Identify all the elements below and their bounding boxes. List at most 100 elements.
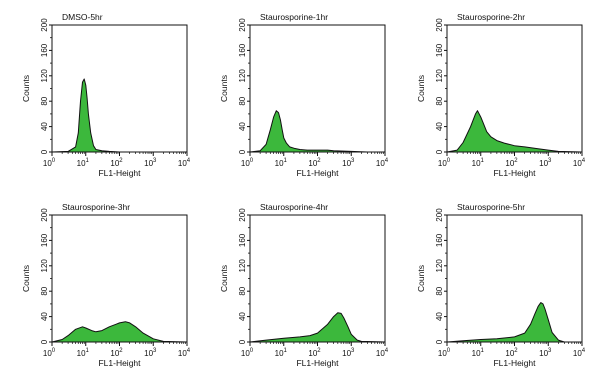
y-axis-label: Counts (21, 75, 31, 102)
x-tick-label: 100 (438, 348, 451, 358)
y-tick-label: 200 (238, 208, 247, 222)
x-tick-label: 102 (110, 348, 123, 358)
y-tick-label: 0 (238, 339, 247, 344)
y-tick-label: 120 (435, 69, 444, 83)
y-tick-label: 160 (435, 43, 444, 57)
x-axis-label: FL1-Height (98, 168, 141, 178)
histogram-panel: Staurosporine-2hr 0 40 80 120 160 200 Counts 100… (416, 12, 586, 178)
panel-title: Staurosporine-4hr (260, 202, 328, 212)
x-axis-label: FL1-Height (98, 358, 141, 368)
y-tick-label: 40 (40, 312, 49, 321)
x-tick-label: 104 (178, 158, 191, 168)
histogram-area (446, 302, 583, 343)
y-tick-label: 80 (40, 96, 49, 105)
histogram-panel: Staurosporine-4hr 0 40 80 120 160 200 Counts 100… (219, 202, 389, 368)
x-tick-label: 104 (376, 348, 389, 358)
x-tick-label: 101 (275, 158, 288, 168)
x-tick-label: 100 (241, 158, 254, 168)
x-tick-label: 103 (342, 158, 355, 168)
y-tick-label: 120 (40, 259, 49, 273)
histogram-area (249, 110, 386, 153)
x-tick-label: 101 (275, 348, 288, 358)
y-tick-label: 200 (40, 18, 49, 32)
histogram-area (51, 78, 188, 153)
x-tick-label: 100 (43, 158, 56, 168)
y-tick-label: 120 (40, 69, 49, 83)
x-tick-label: 100 (241, 348, 254, 358)
x-tick-label: 102 (308, 158, 321, 168)
y-tick-label: 200 (238, 18, 247, 32)
plot-frame (249, 214, 386, 343)
y-tick-label: 80 (435, 286, 444, 295)
panel-title: DMSO-5hr (62, 12, 103, 22)
y-tick-label: 80 (435, 96, 444, 105)
histogram-panel: Staurosporine-1hr 0 40 80 120 160 200 Counts 100… (219, 12, 389, 178)
histogram-area (249, 312, 386, 343)
x-tick-label: 101 (472, 348, 485, 358)
y-tick-label: 40 (238, 122, 247, 131)
x-tick-label: 104 (178, 348, 191, 358)
y-tick-label: 200 (435, 18, 444, 32)
y-axis-label: Counts (219, 265, 229, 292)
y-tick-label: 40 (238, 312, 247, 321)
panel-title: Staurosporine-1hr (260, 12, 328, 22)
x-tick-label: 102 (505, 348, 518, 358)
x-tick-label: 104 (376, 158, 389, 168)
y-tick-label: 0 (435, 149, 444, 154)
y-tick-label: 0 (435, 339, 444, 344)
plot-frame (51, 24, 188, 153)
x-tick-label: 100 (438, 158, 451, 168)
y-axis-label: Counts (21, 265, 31, 292)
x-tick-label: 103 (144, 348, 157, 358)
y-axis-label: Counts (416, 265, 426, 292)
x-tick-label: 100 (43, 348, 56, 358)
y-tick-label: 120 (238, 69, 247, 83)
y-tick-label: 160 (40, 43, 49, 57)
y-tick-label: 80 (238, 96, 247, 105)
x-tick-label: 103 (539, 348, 552, 358)
y-axis-label: Counts (416, 75, 426, 102)
y-tick-label: 80 (40, 286, 49, 295)
x-tick-label: 104 (573, 348, 586, 358)
x-axis-label: FL1-Height (296, 168, 339, 178)
x-tick-label: 102 (110, 158, 123, 168)
y-tick-label: 160 (435, 233, 444, 247)
y-tick-label: 200 (40, 208, 49, 222)
x-tick-label: 102 (505, 158, 518, 168)
histogram-panel: DMSO-5hr 0 40 80 120 160 200 Counts 100 101 102 103… (21, 12, 191, 178)
panel-title: Staurosporine-5hr (457, 202, 525, 212)
y-tick-label: 40 (40, 122, 49, 131)
x-axis-label: FL1-Height (493, 358, 536, 368)
x-tick-label: 101 (77, 158, 90, 168)
x-tick-label: 103 (539, 158, 552, 168)
x-tick-label: 101 (472, 158, 485, 168)
y-tick-label: 80 (238, 286, 247, 295)
plot-frame (446, 214, 583, 343)
x-tick-label: 104 (573, 158, 586, 168)
y-tick-label: 160 (238, 233, 247, 247)
y-axis-label: Counts (219, 75, 229, 102)
histogram-panel: Staurosporine-3hr 0 40 80 120 160 200 Counts 100… (21, 202, 191, 368)
histogram-area (51, 321, 188, 343)
y-tick-label: 0 (40, 149, 49, 154)
panel-title: Staurosporine-2hr (457, 12, 525, 22)
y-tick-label: 160 (40, 233, 49, 247)
x-axis-label: FL1-Height (296, 358, 339, 368)
histogram-panel: Staurosporine-5hr 0 40 80 120 160 200 Counts 100… (416, 202, 586, 368)
y-tick-label: 40 (435, 312, 444, 321)
histogram-area (446, 110, 583, 153)
x-tick-label: 103 (342, 348, 355, 358)
x-tick-label: 101 (77, 348, 90, 358)
y-tick-label: 40 (435, 122, 444, 131)
x-tick-label: 102 (308, 348, 321, 358)
x-axis-label: FL1-Height (493, 168, 536, 178)
y-tick-label: 120 (435, 259, 444, 273)
y-tick-label: 200 (435, 208, 444, 222)
y-tick-label: 0 (238, 149, 247, 154)
y-tick-label: 120 (238, 259, 247, 273)
y-tick-label: 0 (40, 339, 49, 344)
x-tick-label: 103 (144, 158, 157, 168)
panel-title: Staurosporine-3hr (62, 202, 130, 212)
y-tick-label: 160 (238, 43, 247, 57)
